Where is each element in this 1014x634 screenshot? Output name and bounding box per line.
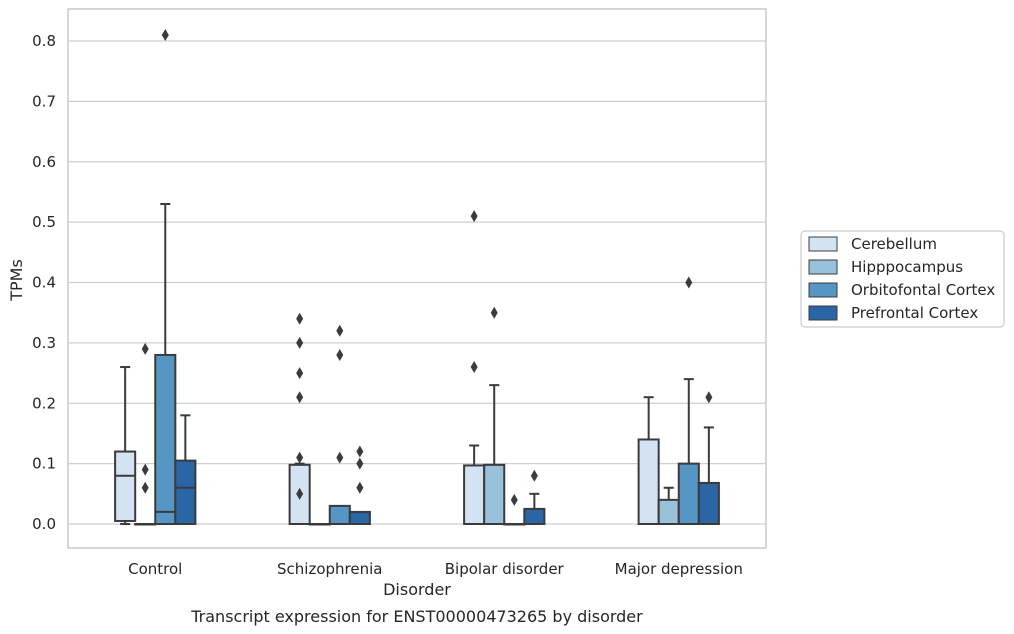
- outlier-point: [470, 361, 478, 374]
- outlier-point: [296, 367, 304, 380]
- box-3-0: [174, 414, 197, 526]
- y-axis-label: TPMs: [7, 259, 26, 302]
- legend-label: Hipppocampus: [851, 258, 963, 276]
- box-0-0: [114, 366, 137, 525]
- outlier-point: [510, 493, 518, 506]
- box-2-0: [154, 203, 177, 526]
- outlier-point: [141, 463, 149, 476]
- outlier-point: [141, 342, 149, 355]
- outlier-point: [705, 391, 713, 404]
- y-tick-label: 0.0: [32, 515, 56, 533]
- y-tick-label: 0.4: [32, 274, 56, 292]
- y-tick-label: 0.2: [32, 394, 56, 412]
- outlier-point: [470, 210, 478, 223]
- box-1-1: [308, 523, 331, 526]
- box-body: [154, 353, 177, 526]
- outlier-point: [530, 469, 538, 482]
- legend-item: Prefrontal Cortex: [808, 304, 978, 322]
- legend-item: Cerebellum: [808, 235, 937, 253]
- outlier-point: [161, 28, 169, 41]
- y-tick-label: 0.3: [32, 334, 56, 352]
- x-tick-label: Control: [128, 560, 182, 578]
- box-0-3: [637, 396, 660, 526]
- box-3-1: [348, 510, 371, 525]
- x-axis-label: Disorder: [383, 580, 451, 599]
- legend-items: Cerebellum Hipppocampus Orbitofontal Corte…: [808, 235, 995, 322]
- box-body: [114, 450, 137, 522]
- box-body: [174, 459, 197, 526]
- boxes: [114, 203, 720, 526]
- box-body: [348, 510, 371, 525]
- outlier-point: [296, 451, 304, 464]
- y-tick-label: 0.7: [32, 92, 56, 110]
- outlier-point: [296, 312, 304, 325]
- x-tick-label: Schizophrenia: [277, 560, 382, 578]
- legend-label: Cerebellum: [851, 235, 937, 253]
- box-body: [657, 498, 680, 526]
- y-tick-label: 0.5: [32, 213, 56, 231]
- outlier-point: [356, 481, 364, 494]
- legend-swatch: [808, 236, 838, 252]
- box-1-3: [657, 486, 680, 526]
- legend-label: Orbitofontal Cortex: [851, 281, 995, 299]
- x-tick-label: Major depression: [615, 560, 743, 578]
- box-body: [697, 481, 720, 526]
- outlier-point: [356, 445, 364, 458]
- legend: Cerebellum Hipppocampus Orbitofontal Corte…: [800, 230, 1005, 328]
- outlier-point: [356, 457, 364, 470]
- legend-swatch: [808, 305, 838, 321]
- box-body: [483, 463, 506, 525]
- box-1-0: [134, 523, 157, 526]
- y-tick-labels: 0.0 0.1 0.2 0.3 0.4 0.5 0.6 0.7 0.8: [32, 32, 56, 533]
- outlier-point: [336, 451, 344, 464]
- box-2-2: [503, 523, 526, 526]
- plot-frame: [67, 8, 767, 549]
- box-body: [463, 464, 486, 525]
- outlier-point: [685, 276, 693, 289]
- outlier-point: [336, 324, 344, 337]
- outlier-point: [296, 391, 304, 404]
- box-2-1: [328, 504, 351, 526]
- outlier-point: [296, 336, 304, 349]
- x-tick-label: Bipolar disorder: [445, 560, 565, 578]
- legend-swatch: [808, 282, 838, 298]
- box-body: [328, 504, 351, 526]
- box-body: [677, 462, 700, 525]
- box-0-2: [463, 444, 486, 525]
- y-tick-label: 0.1: [32, 455, 56, 473]
- legend-label: Prefrontal Cortex: [851, 304, 978, 322]
- legend-swatch: [808, 259, 838, 275]
- box-body: [637, 438, 660, 526]
- legend-item: Hipppocampus: [808, 258, 963, 276]
- box-1-2: [483, 384, 506, 525]
- legend-frame: [800, 230, 1005, 328]
- y-tick-label: 0.8: [32, 32, 56, 50]
- outlier-point: [490, 306, 498, 319]
- box-3-3: [697, 426, 720, 526]
- y-tick-label: 0.6: [32, 153, 56, 171]
- box-3-2: [523, 492, 546, 525]
- box-body: [523, 507, 546, 525]
- chart-caption: Transcript expression for ENST0000047326…: [190, 607, 643, 626]
- x-tick-labels: Control Schizophrenia Bipolar disorder Majo…: [128, 560, 743, 578]
- outlier-point: [336, 348, 344, 361]
- outliers: [141, 28, 713, 506]
- legend-item: Orbitofontal Cortex: [808, 281, 995, 299]
- outlier-point: [141, 481, 149, 494]
- outlier-point: [296, 487, 304, 500]
- box-2-3: [677, 378, 700, 525]
